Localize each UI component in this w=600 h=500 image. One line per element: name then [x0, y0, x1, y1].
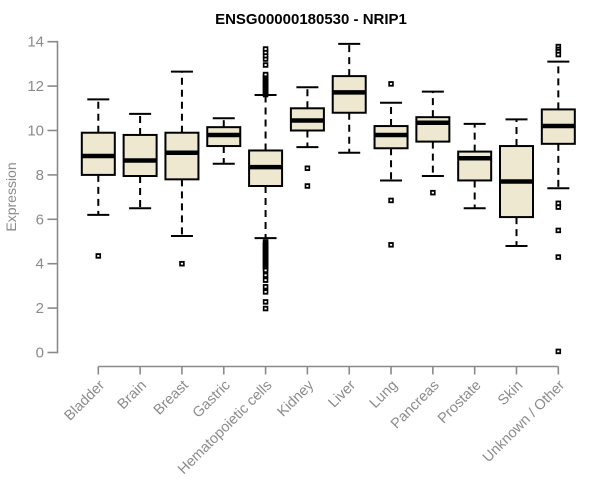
outlier-point-center	[557, 53, 560, 56]
outlier-point-center	[264, 279, 267, 282]
y-tick-label: 14	[27, 34, 44, 51]
outlier-point-center	[306, 185, 309, 187]
outlier-point-center	[306, 167, 309, 170]
outlier-point-center	[389, 243, 393, 246]
boxplot-gastric	[206, 117, 242, 165]
y-tick-label: 0	[36, 345, 44, 362]
boxplot-kidney	[289, 86, 325, 189]
boxplot-skin	[499, 118, 534, 247]
y-tick-label: 12	[27, 78, 44, 95]
outlier-point-center	[264, 307, 267, 310]
outlier-point-center	[557, 202, 560, 205]
outlier-point-center	[431, 191, 434, 194]
y-tick-label: 8	[36, 167, 44, 184]
x-tick-label-prostate: Prostate	[435, 378, 484, 427]
outlier-point-center	[557, 229, 560, 232]
x-tick-label-breast: Breast	[151, 378, 192, 419]
boxplot-pancreas	[415, 90, 451, 196]
y-tick-label: 6	[36, 211, 44, 228]
outlier-point-center	[264, 48, 267, 50]
outlier-point-center	[264, 300, 267, 303]
outlier-point-center	[389, 82, 393, 85]
boxplot-liver	[331, 42, 367, 154]
outlier-point-center	[389, 199, 393, 202]
boxplot-brain	[122, 112, 158, 210]
x-tick-label-lung: Lung	[367, 378, 401, 412]
box-rect	[457, 150, 493, 182]
outlier-point-center	[180, 262, 184, 265]
outlier-point-center	[264, 285, 267, 288]
x-tick-label-brain: Brain	[115, 378, 150, 413]
outlier-point-center	[557, 45, 560, 48]
outlier-point-center	[557, 256, 560, 258]
boxplot-breast	[164, 70, 200, 267]
boxplot-lung	[373, 81, 409, 248]
outlier-point-center	[264, 58, 267, 60]
y-axis-title: Expression	[3, 162, 19, 231]
outlier-point-center	[557, 206, 560, 208]
boxplot-hematopoietic-cells	[248, 46, 284, 312]
outlier-point-center	[264, 64, 267, 66]
y-tick-label: 2	[36, 300, 44, 317]
boxplot-prostate	[457, 122, 493, 210]
y-tick-label: 10	[27, 123, 44, 140]
outlier-point-center	[264, 51, 267, 54]
chart-title: ENSG00000180530 - NRIP1	[215, 11, 407, 28]
box-rect	[164, 131, 200, 181]
x-tick-label-skin: Skin	[495, 378, 526, 409]
boxplot-unknown-other	[540, 43, 576, 355]
x-tick-label-bladder: Bladder	[61, 377, 108, 424]
boxplot-bladder	[80, 98, 116, 259]
outlier-point-center	[264, 290, 267, 293]
outlier-point-center	[264, 54, 267, 57]
outlier-point-center	[557, 50, 560, 53]
y-tick-label: 4	[36, 256, 44, 273]
outlier-point-center	[264, 274, 267, 277]
outlier-point-center	[97, 255, 100, 257]
outlier-point-center	[264, 269, 267, 272]
outlier-point-center	[557, 350, 560, 353]
outlier-point-center	[264, 73, 267, 76]
x-tick-label-kidney: Kidney	[275, 377, 318, 420]
x-tick-label-liver: Liver	[326, 377, 360, 411]
box-rect	[122, 133, 158, 178]
